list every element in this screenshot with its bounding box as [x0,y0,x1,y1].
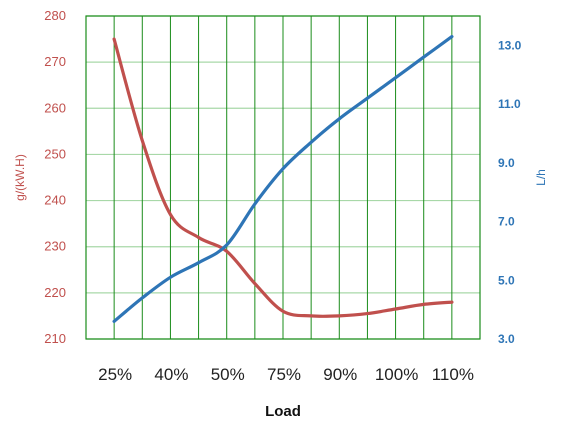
right-tick-label: 13.0 [498,38,522,52]
plot-border [85,15,481,340]
left-axis-ticks: 210 220 230 240 250 260 270 280 [44,8,66,346]
right-tick-label: 3.0 [498,332,515,346]
x-tick-label: 110% [432,365,474,384]
x-tick-label: 75% [267,365,301,384]
left-tick-label: 230 [44,239,66,254]
series-layer [112,35,454,323]
x-tick-label: 25% [98,365,132,384]
x-axis-ticks: 25% 40% 50% 75% 90% 100% 110% [98,365,474,384]
left-tick-label: 280 [44,8,66,23]
x-tick-label: 50% [211,365,245,384]
x-tick-label: 40% [154,365,188,384]
series-line-right [112,35,454,323]
right-tick-label: 9.0 [498,156,515,170]
left-tick-label: 210 [44,331,66,346]
right-tick-label: 7.0 [498,215,515,229]
right-axis-ticks: 3.0 5.0 7.0 9.0 11.0 13.0 [498,38,522,346]
left-axis-title: g/(kW.H) [13,154,27,201]
x-axis-title: Load [265,403,301,420]
x-tick-label: 90% [323,365,357,384]
left-tick-label: 260 [44,100,66,115]
left-tick-label: 250 [44,146,66,161]
right-tick-label: 5.0 [498,273,515,287]
right-axis-title: L/h [534,169,548,186]
vertical-gridlines [113,16,453,339]
series-line-left [112,37,454,318]
x-tick-label: 100% [375,365,418,384]
left-tick-label: 220 [44,285,66,300]
right-tick-label: 11.0 [498,97,521,111]
left-tick-label: 240 [44,193,66,208]
left-tick-label: 270 [44,54,66,69]
